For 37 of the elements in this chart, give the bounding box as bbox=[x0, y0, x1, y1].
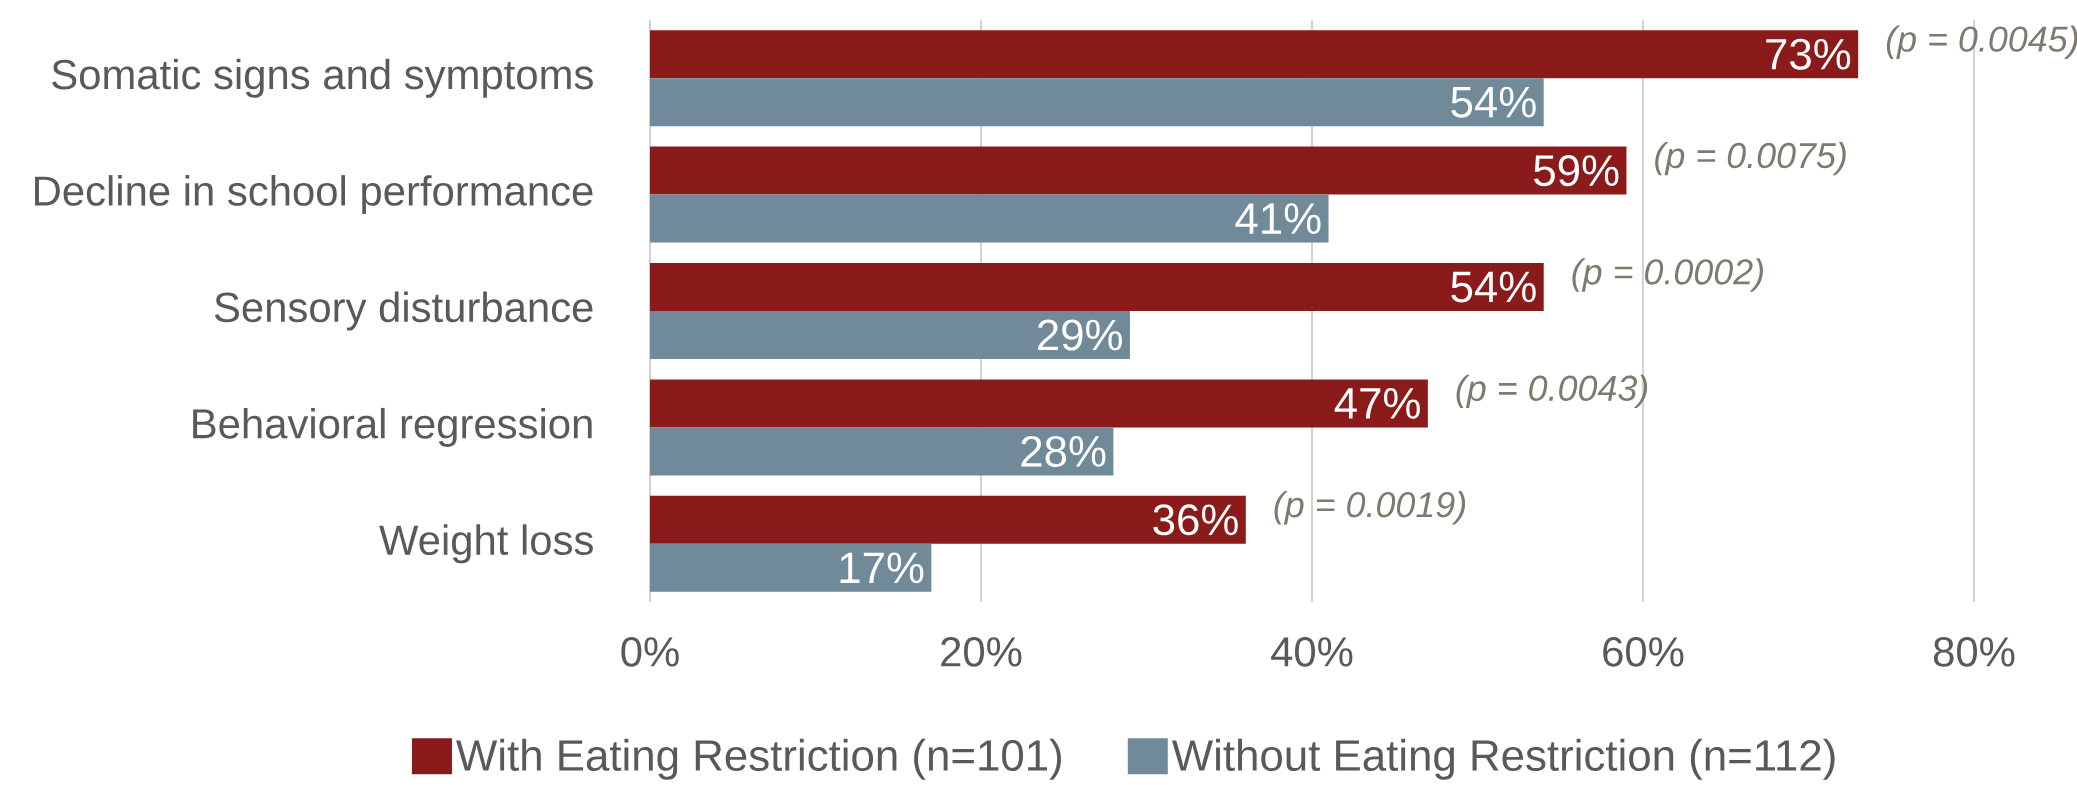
bar bbox=[650, 379, 1428, 428]
data-label: 36% bbox=[1153, 504, 1238, 536]
bar bbox=[650, 311, 1130, 360]
x-tick-label: 60% bbox=[1603, 637, 1684, 667]
y-tick-label: Somatic signs and symptoms bbox=[52, 58, 593, 98]
bar bbox=[650, 146, 1627, 195]
annotation: (p = 0.0019) bbox=[1274, 491, 1466, 525]
x-tick-label: 40% bbox=[1271, 637, 1353, 667]
bar bbox=[650, 30, 1859, 79]
y-tick-label: Weight loss bbox=[379, 524, 593, 564]
legend-label: Without Eating Restriction (n=112) bbox=[1171, 738, 1835, 780]
bar bbox=[650, 194, 1329, 243]
annotation: (p = 0.0002) bbox=[1572, 258, 1763, 292]
y-tick-label: Decline in school performance bbox=[35, 175, 593, 215]
x-tick-label: 0% bbox=[621, 637, 679, 667]
bar bbox=[650, 495, 1246, 544]
x-tick-label: 20% bbox=[941, 637, 1022, 667]
bar bbox=[650, 543, 932, 592]
legend-label: With Eating Restriction (n=101) bbox=[456, 738, 1061, 780]
annotation: (p = 0.0045) bbox=[1886, 25, 2077, 59]
x-tick-label: 80% bbox=[1933, 637, 2015, 667]
data-label: 17% bbox=[840, 552, 924, 584]
bar bbox=[650, 427, 1114, 476]
y-tick-label: Sensory disturbance bbox=[214, 291, 593, 331]
data-label: 41% bbox=[1235, 203, 1321, 234]
data-label: 54% bbox=[1451, 271, 1536, 303]
bar bbox=[650, 78, 1544, 127]
data-label: 47% bbox=[1334, 388, 1420, 419]
bar bbox=[650, 263, 1544, 312]
data-label: 73% bbox=[1766, 38, 1851, 70]
data-label: 28% bbox=[1021, 435, 1106, 467]
annotation: (p = 0.0075) bbox=[1655, 141, 1846, 176]
annotation: (p = 0.0043) bbox=[1456, 374, 1648, 409]
y-tick-label: Behavioral regression bbox=[193, 407, 592, 447]
data-label: 54% bbox=[1451, 86, 1536, 118]
data-label: 59% bbox=[1534, 155, 1619, 187]
data-label: 29% bbox=[1038, 319, 1122, 351]
